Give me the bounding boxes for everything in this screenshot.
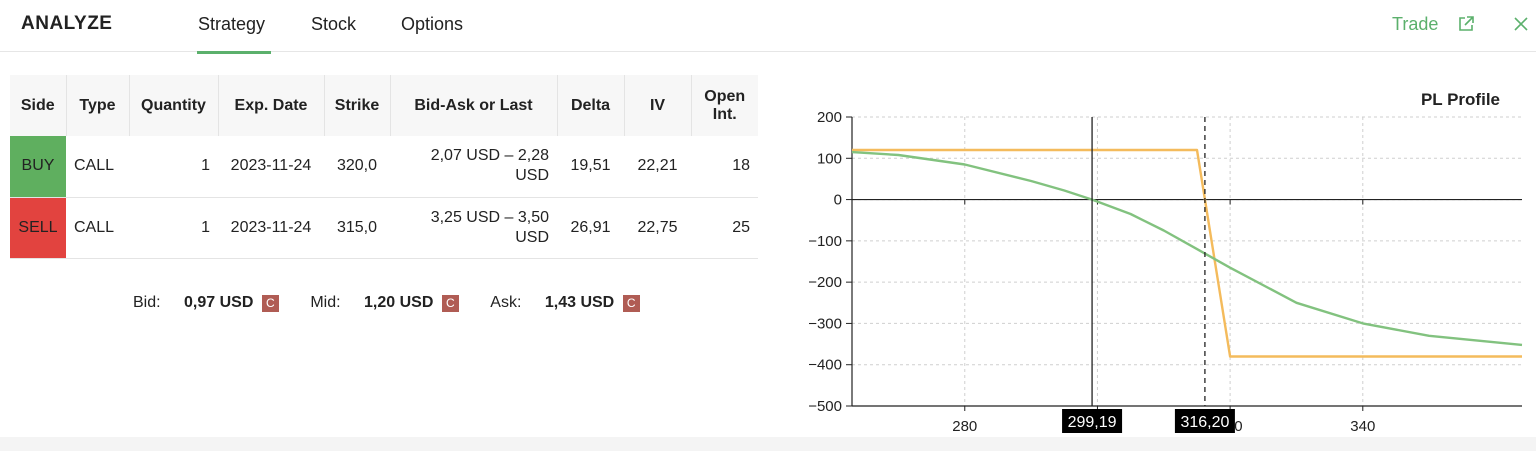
x-tick-label: 280 (952, 418, 977, 435)
y-tick-label: −300 (808, 315, 842, 332)
side-badge-buy[interactable]: BUY (10, 136, 66, 198)
y-tick-label: −200 (808, 274, 842, 291)
delta-cell: 26,91 (557, 197, 624, 259)
column-header-exp-date: Exp. Date (217, 75, 324, 136)
active-tab-indicator (197, 51, 271, 54)
bid-ask-cell: 3,25 USD – 3,50 USD (390, 197, 557, 259)
ask-value: 1,43 USD (544, 294, 615, 311)
column-header-iv: IV (623, 75, 691, 136)
side-badge-sell[interactable]: SELL (10, 197, 66, 259)
open-int-cell: 25 (691, 197, 758, 259)
x-tick-label: 340 (1350, 418, 1375, 435)
column-header-bid-ask: Bid-Ask or Last (389, 75, 557, 136)
bid-label: Bid: (133, 294, 161, 311)
y-tick-label: 0 (834, 192, 842, 209)
trade-label: Trade (1392, 14, 1439, 34)
bid-value: 0,97 USD (184, 294, 254, 311)
mid-value: 1,20 USD (364, 294, 434, 311)
currency-badge: C (441, 294, 459, 312)
chart-title: PL Profile (1421, 90, 1500, 109)
open-int-cell: 18 (691, 136, 758, 198)
quantity-cell: 1 (129, 197, 218, 259)
marker-label-box (1174, 409, 1235, 433)
price-summary: Bid: 0,97 USD C Mid: 1,20 USD C Ask: 1,4… (133, 294, 667, 312)
bottom-strip (0, 437, 1536, 451)
iv-cell: 22,75 (624, 197, 691, 259)
column-header-delta: Delta (556, 75, 624, 136)
delta-cell: 19,51 (557, 136, 624, 198)
ask-label: Ask: (490, 294, 522, 311)
strategy-legs-table: Side Type Quantity Exp. Date Strike Bid-… (10, 75, 758, 259)
currency-badge: C (261, 294, 279, 312)
app-title: ANALYZE (21, 13, 113, 34)
bid-ask-cell: 2,07 USD – 2,28 USD (390, 136, 557, 198)
column-header-quantity: Quantity (128, 75, 218, 136)
y-tick-label: −400 (808, 357, 842, 374)
type-cell: CALL (66, 136, 129, 198)
close-icon[interactable] (1513, 16, 1529, 37)
top-bar: ANALYZE Strategy Stock Options Trade (0, 0, 1536, 54)
tab-strategy[interactable]: Strategy (198, 14, 266, 34)
external-link-icon[interactable] (1457, 15, 1475, 38)
pl-expiry-line (852, 148, 1522, 358)
tab-options[interactable]: Options (401, 14, 464, 34)
column-header-strike: Strike (323, 75, 390, 136)
marker-label: 316,20 (1180, 414, 1229, 431)
quantity-cell: 1 (129, 136, 218, 198)
table-row[interactable]: SELL CALL 1 2023-11-24 315,0 3,25 USD – … (10, 197, 758, 259)
table-row[interactable]: BUY CALL 1 2023-11-24 320,0 2,07 USD – 2… (10, 136, 758, 198)
pl-profile-chart[interactable]: PL Profile 200 100 0 −100 −200 −300 −400 −500 280… (770, 80, 1530, 437)
y-tick-label: −500 (808, 398, 842, 415)
y-tick-label: −100 (808, 233, 842, 250)
column-header-side: Side (10, 75, 66, 136)
table-header-row: Side Type Quantity Exp. Date Strike Bid-… (10, 75, 758, 136)
iv-cell: 22,21 (624, 136, 691, 198)
tab-stock[interactable]: Stock (311, 14, 357, 34)
strike-cell: 320,0 (324, 136, 390, 198)
marker-label: 299,19 (1068, 414, 1117, 431)
pl-today-line (851, 150, 1523, 347)
currency-badge: C (622, 294, 640, 312)
strike-cell: 315,0 (324, 197, 390, 259)
exp-date-cell: 2023-11-24 (218, 197, 324, 259)
y-tick-label: 200 (817, 109, 842, 126)
trade-link[interactable]: Trade (1392, 14, 1438, 35)
type-cell: CALL (66, 197, 129, 259)
marker-label-box (1062, 409, 1123, 433)
column-header-open-int: Open Int. (690, 75, 758, 136)
mid-label: Mid: (310, 294, 341, 311)
exp-date-cell: 2023-11-24 (218, 136, 324, 198)
y-tick-label: 100 (817, 150, 842, 167)
column-header-type: Type (65, 75, 129, 136)
